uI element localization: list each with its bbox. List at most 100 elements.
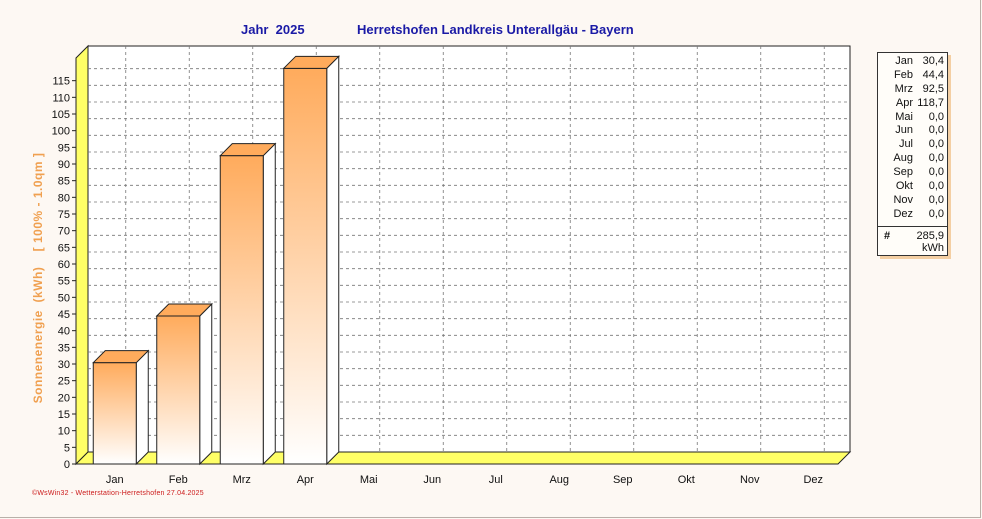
title-year: Jahr 2025: [241, 22, 305, 37]
legend-total-symbol: #: [884, 230, 891, 242]
bar-side: [262, 142, 276, 466]
x-tick-label: Apr: [297, 474, 314, 486]
legend-row: Apr 118,7: [878, 97, 947, 111]
chart-title: Jahr 2025 Herretshofen Landkreis Unteral…: [0, 22, 982, 40]
x-tick-label: Feb: [169, 474, 188, 486]
x-tick-label: Mai: [360, 474, 378, 486]
legend-month: Jan: [895, 55, 913, 67]
legend-total-value: 285,9: [916, 230, 944, 242]
x-tick-label: Nov: [740, 474, 760, 486]
legend-month: Mai: [895, 110, 913, 123]
x-tick-label: Jul: [489, 474, 503, 486]
legend-row: Aug 0,0: [878, 152, 947, 166]
legend-month: Apr: [895, 96, 913, 109]
legend-value: 30,4: [922, 55, 944, 67]
bar-mrz: [219, 142, 277, 466]
legend-month: Mrz: [894, 82, 913, 95]
x-tick-label: Sep: [613, 474, 633, 486]
bar-top: [282, 55, 340, 69]
legend-value: 0,0: [928, 193, 944, 206]
bar-top: [155, 303, 213, 317]
legend-value: 44,4: [922, 68, 944, 81]
x-tick-label: Okt: [678, 474, 695, 486]
y-tick-label: 5: [64, 442, 70, 454]
y-tick-label: 65: [58, 242, 70, 254]
bar-side: [135, 349, 149, 466]
y-tick-label: 95: [58, 142, 70, 154]
y-tick-label: 70: [58, 226, 70, 238]
legend-row: Mrz 92,5: [878, 83, 947, 97]
bar-apr: [282, 55, 340, 466]
bar-front: [219, 155, 264, 465]
bar-top: [219, 143, 277, 157]
y-tick-label: 35: [58, 342, 70, 354]
y-tick-label: 25: [58, 376, 70, 388]
legend-unit: kWh: [922, 242, 944, 254]
title-location: Herretshofen Landkreis Unterallgäu - Bay…: [357, 22, 634, 37]
y-tick-label: 75: [58, 209, 70, 221]
y-tick-label: 45: [58, 309, 70, 321]
y-tick-label: 80: [58, 192, 70, 204]
x-tick-label: Aug: [549, 474, 569, 486]
bar-side: [199, 302, 213, 466]
legend-month: Jun: [895, 124, 913, 137]
y-tick-label: 40: [58, 326, 70, 338]
y-tick-label: 100: [52, 126, 70, 138]
y-tick-label: 90: [58, 159, 70, 171]
legend-value: 0,0: [928, 152, 944, 165]
legend-value: 0,0: [928, 110, 944, 123]
legend-row: Mai 0,0: [878, 111, 947, 125]
footer-credit: ©WsWin32 - Wetterstation-Herretshofen 27…: [32, 490, 204, 497]
y-tick-label: 30: [58, 359, 70, 371]
legend-month: Nov: [893, 193, 913, 206]
legend-box: Jan 30,4 Feb 44,4 Mrz 92,5 Apr 118,7 Mai 0,0 Jun 0,…: [877, 52, 948, 256]
bar-feb: [155, 302, 213, 466]
legend-month: Dez: [893, 207, 913, 220]
y-tick-label: 50: [58, 292, 70, 304]
bar-side: [326, 55, 340, 466]
legend-value: 118,7: [917, 96, 944, 109]
y-tick-label: 110: [52, 92, 70, 104]
legend-row: Sep 0,0: [878, 166, 947, 180]
legend-rows: Jan 30,4 Feb 44,4 Mrz 92,5 Apr 118,7 Mai 0,0 Jun 0,…: [878, 55, 947, 222]
legend-row: Jun 0,0: [878, 124, 947, 138]
x-tick-label: Jun: [423, 474, 441, 486]
legend-month: Okt: [895, 180, 913, 193]
y-tick-label: 15: [58, 409, 70, 421]
bar-front: [283, 67, 328, 465]
legend-row: Feb 44,4: [878, 69, 947, 83]
y-tick-label: 55: [58, 276, 70, 288]
y-tick-label: 10: [58, 426, 70, 438]
plot-side-wall: [75, 44, 89, 466]
y-tick-label: 115: [52, 76, 70, 88]
legend-month: Jul: [898, 138, 913, 151]
y-tick-label: 105: [52, 109, 70, 121]
legend-row: Jan 30,4: [878, 55, 947, 69]
legend-value: 0,0: [928, 124, 944, 137]
bar-top: [92, 350, 150, 364]
x-tick-label: Mrz: [233, 474, 251, 486]
y-tick-label: 20: [58, 392, 70, 404]
legend-value: 0,0: [928, 207, 944, 220]
legend-value: 0,0: [928, 138, 944, 151]
legend-separator: [878, 226, 947, 227]
legend-value: 0,0: [928, 180, 944, 193]
legend-row: Okt 0,0: [878, 180, 947, 194]
x-tick-label: Dez: [803, 474, 823, 486]
x-tick-label: Jan: [106, 474, 124, 486]
y-tick-label: 60: [58, 259, 70, 271]
legend-month: Sep: [893, 166, 913, 179]
legend-month: Aug: [893, 152, 913, 165]
bar-front: [92, 362, 137, 465]
legend-month: Feb: [894, 68, 913, 81]
legend-row: Nov 0,0: [878, 194, 947, 208]
y-tick-label: 0: [64, 459, 70, 471]
legend-row: Jul 0,0: [878, 138, 947, 152]
y-tick-label: 85: [58, 176, 70, 188]
legend-value: 92,5: [922, 82, 944, 95]
bar-jan: [92, 349, 150, 466]
legend-value: 0,0: [928, 166, 944, 179]
legend-row: Dez 0,0: [878, 208, 947, 222]
plot-back-wall: [87, 45, 851, 453]
